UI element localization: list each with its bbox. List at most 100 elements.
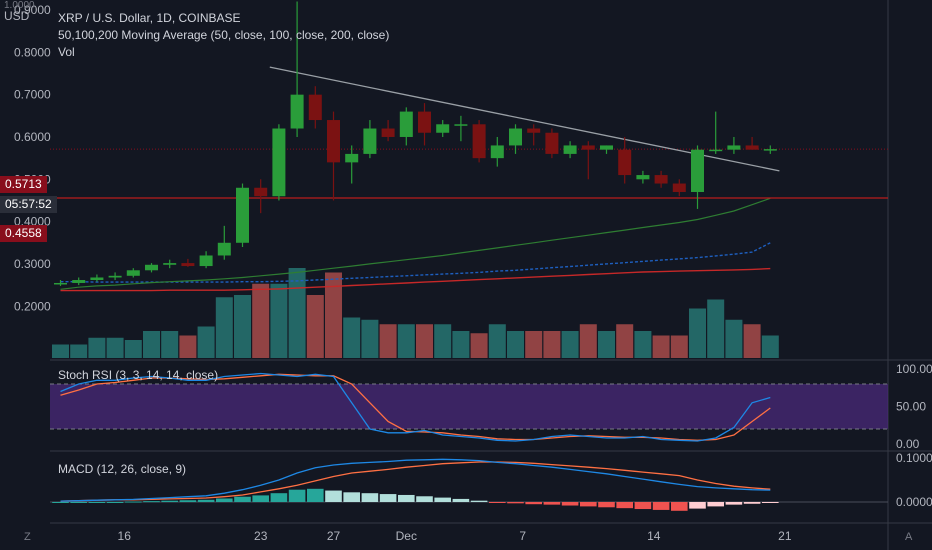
candle-body [654,175,668,184]
candle-body [436,124,450,133]
stoch-rsi-legend[interactable]: Stoch RSI (3, 3, 14, 14, close) [58,368,219,382]
macd-histogram-bar [616,502,633,509]
candle-body [381,128,395,137]
ma-legend[interactable]: 50,100,200 Moving Average (50, close, 10… [58,28,390,42]
macd-histogram-bar [707,502,724,507]
macd-histogram-bar [489,502,506,503]
time-tick-label: 21 [778,529,792,543]
volume-bar [470,333,488,358]
volume-bar [197,326,215,358]
candle-body [90,277,104,281]
macd-histogram-bar [652,502,670,510]
volume-bar [634,331,652,358]
volume-legend[interactable]: Vol [58,45,75,59]
volume-bar [616,324,634,358]
volume-bar [124,340,142,358]
candle-body [581,145,595,150]
volume-bar [689,308,706,358]
volume-bar [270,283,288,358]
time-tick-label: 27 [327,529,341,543]
candle-body [709,149,723,152]
currency-label: USD [4,9,30,23]
macd-histogram-bar [307,488,324,502]
volume-bar [361,319,379,358]
volume-bar [306,295,324,358]
symbol-legend[interactable]: XRP / U.S. Dollar, 1D, COINBASE [58,11,241,25]
candle-body [199,255,213,267]
macd-histogram-bar [179,500,197,502]
macd-histogram-bar [252,495,269,502]
candle-body [745,145,759,150]
macd-histogram-bar [361,493,379,502]
time-tick-label: Dec [396,529,417,543]
candle-body [399,111,413,137]
macd-histogram-bar [343,492,360,502]
stoch-tick-label: 0.00 [896,437,920,451]
macd-histogram-bar [70,502,87,503]
volume-bar [561,331,579,358]
top-price-label: 1.0000 [4,0,35,11]
volume-bar [507,331,524,358]
candle-body [618,149,632,176]
volume-bar [579,324,597,358]
macd-histogram-bar [216,498,233,502]
candle-body [181,263,195,267]
zoom-corner-label[interactable]: Z [24,531,31,543]
macd-histogram-bar [525,502,542,505]
volume-bar [397,324,415,358]
candle-body [636,175,650,180]
macd-histogram-bar [106,502,124,503]
macd-histogram-bar [416,496,433,502]
macd-histogram-bar [143,501,160,503]
volume-bar [288,268,306,358]
volume-bar [52,344,69,358]
macd-histogram-bar [452,498,470,502]
candle-body [54,282,67,285]
time-tick-label: 14 [647,529,661,543]
volume-bar [525,331,543,358]
macd-histogram-bar [470,500,488,502]
volume-bar [161,331,179,358]
candle-body [345,153,359,163]
macd-line [60,458,771,502]
ma50-line [60,197,771,290]
candle-body [490,145,504,159]
horizontal-line-price-tag: 0.4558 [0,225,47,242]
volume-bar [179,335,197,358]
candle-body [527,128,541,133]
candle-body [763,149,777,151]
candle-body [563,145,577,154]
volume-bar [379,324,397,358]
candle-body [545,132,559,154]
candle-body [327,120,340,163]
candle-body [600,145,613,150]
candle-body [308,94,322,121]
macd-legend[interactable]: MACD (12, 26, close, 9) [58,462,187,476]
volume-bar [416,324,433,358]
macd-tick-label: 0.1000 [896,451,932,465]
volume-bar [670,335,688,358]
stoch-tick-label: 100.00 [896,362,932,376]
volume-bar [598,331,615,358]
price-tick-label: 0.9000 [14,3,51,17]
macd-histogram-bar [543,502,561,505]
macd-histogram-bar [288,489,306,502]
macd-histogram-bar [125,501,142,503]
macd-histogram-bar [743,502,761,504]
price-tick-label: 0.7000 [14,88,51,102]
macd-histogram-bar [234,496,251,502]
volume-bar [70,344,88,358]
candle-body [217,242,231,256]
candle-body [108,275,122,278]
candle-body [454,124,468,126]
volume-bar [743,324,761,358]
volume-bar [343,317,361,358]
macd-histogram-bar [88,502,106,503]
price-tick-label: 0.6000 [14,130,51,144]
candle-body [509,128,522,146]
macd-histogram-bar [325,490,342,502]
last-price-tag: 0.5713 [0,176,47,193]
auto-scale-corner-label[interactable]: A [905,531,913,543]
volume-bar [761,335,779,358]
